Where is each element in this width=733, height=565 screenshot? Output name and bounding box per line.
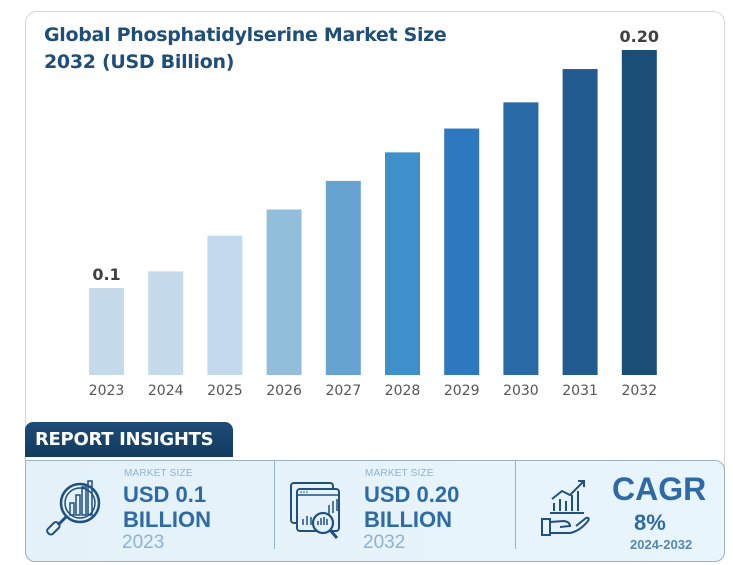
- market-size-year: 2023: [122, 532, 165, 553]
- chart-card: [25, 11, 725, 481]
- market-size-label: MARKET SIZE: [365, 468, 434, 479]
- bar-chart: 2023 2024 2025 2026 2027 2028 2029 2030 2031 2032…: [89, 27, 659, 399]
- insight-card-market-size-2032: MARKET SIZE USD 0.20 BILLION 2032: [275, 461, 515, 561]
- bar-2031: [562, 69, 598, 375]
- market-size-label: MARKET SIZE: [124, 468, 193, 479]
- x-tick-label: 2030: [503, 383, 539, 399]
- hand-growth-icon: [541, 480, 590, 536]
- bars-group: 2023 2024 2025 2026 2027 2028 2029 2030 2031 2032…: [89, 27, 659, 399]
- bar-2030: [503, 102, 539, 376]
- market-size-value: USD 0.1: [123, 482, 207, 507]
- bar-2028: [385, 152, 420, 375]
- market-size-unit: BILLION: [364, 507, 452, 532]
- market-size-value: USD 0.20: [364, 482, 460, 507]
- bar-2032: [621, 50, 657, 375]
- market-size-year: 2032: [363, 532, 406, 553]
- insights-panel: MARKET SIZE USD 0.1 BILLION 2023 MARKET …: [25, 460, 725, 562]
- bar-2026: [266, 209, 302, 375]
- market-size-unit: BILLION: [123, 507, 211, 532]
- bar-2025: [207, 235, 243, 375]
- x-tick-label: 2029: [444, 383, 480, 399]
- cagr-range: 2024-2032: [630, 537, 693, 552]
- data-label-2032: 0.20: [620, 27, 659, 46]
- chart-title: Global Phosphatidylserine Market Size 20…: [44, 24, 447, 73]
- insight-card-market-size-2023: MARKET SIZE USD 0.1 BILLION 2023: [26, 461, 274, 561]
- report-insights-tab: REPORT INSIGHTS: [25, 422, 233, 457]
- x-tick-label: 2023: [89, 383, 125, 399]
- divider: [515, 461, 516, 549]
- x-tick-label: 2032: [621, 383, 657, 399]
- insight-card-cagr: CAGR 8% 2024-2032: [516, 461, 724, 561]
- bar-2024: [148, 271, 184, 375]
- data-label-2023: 0.1: [92, 265, 120, 284]
- bar-2023: [89, 288, 124, 375]
- x-tick-label: 2027: [325, 383, 361, 399]
- cagr-label: CAGR: [612, 471, 707, 507]
- dashboard-analysis-icon: [290, 482, 340, 539]
- bar-2029: [444, 128, 480, 375]
- divider: [274, 461, 275, 549]
- bar-2027: [325, 180, 361, 375]
- x-tick-label: 2031: [562, 383, 598, 399]
- x-tick-label: 2026: [266, 383, 302, 399]
- magnifier-chart-icon: [46, 480, 101, 536]
- x-tick-label: 2024: [148, 383, 184, 399]
- cagr-value: 8%: [634, 510, 666, 535]
- x-tick-label: 2025: [207, 383, 243, 399]
- x-tick-label: 2028: [385, 383, 421, 399]
